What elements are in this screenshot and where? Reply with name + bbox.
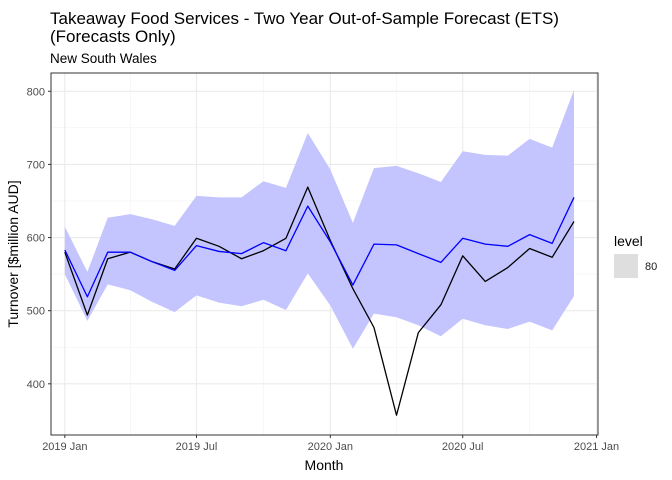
- x-tick-label: 2020 Jan: [308, 441, 353, 453]
- series-line-forecast: [64, 197, 575, 298]
- x-axis: 2019 Jan 2019 Jul 2020 Jan 2020 Jul 2021 Jan: [42, 435, 619, 453]
- plot-panel-border: [50, 72, 599, 436]
- series-lines: [64, 186, 575, 416]
- legend-swatch-80: [614, 254, 638, 278]
- forecast-interval-80: [64, 89, 574, 349]
- legend-label-80: 80: [645, 261, 657, 273]
- x-axis-title: Month: [305, 457, 344, 473]
- y-tick-label: 600: [27, 233, 45, 245]
- x-tick-label: 2021 Jan: [574, 441, 619, 453]
- y-axis-title: Turnover [$million AUD]: [5, 180, 21, 327]
- y-tick-label: 800: [27, 86, 45, 98]
- y-tick-label: 700: [27, 159, 45, 171]
- chart-subtitle: New South Wales: [50, 51, 157, 66]
- x-tick-label: 2019 Jan: [42, 441, 87, 453]
- y-tick-label: 400: [27, 379, 45, 391]
- x-tick-label: 2020 Jul: [442, 441, 484, 453]
- x-tick-label: 2019 Jul: [176, 441, 218, 453]
- y-axis: 400 500 600 700 800: [27, 86, 51, 391]
- legend-title: level: [614, 233, 643, 249]
- legend: level 80: [614, 233, 657, 278]
- y-tick-label: 500: [27, 306, 45, 318]
- chart-title-line2: (Forecasts Only): [50, 27, 176, 46]
- chart-title-line1: Takeaway Food Services - Two Year Out-of…: [50, 9, 559, 28]
